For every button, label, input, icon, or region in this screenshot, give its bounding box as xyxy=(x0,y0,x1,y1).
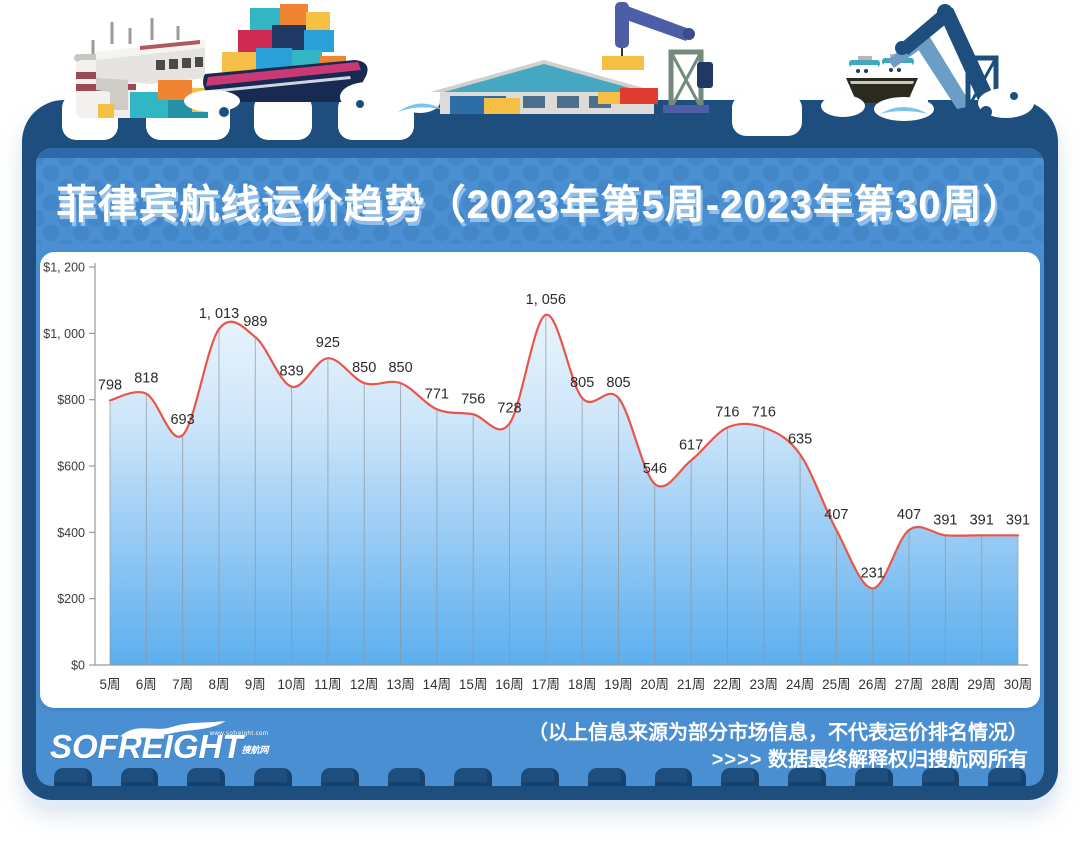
footer: SOFREIGHT www.sofreight.com 搜航网 （以上信息来源为… xyxy=(36,708,1044,774)
value-label: 805 xyxy=(606,375,630,391)
x-tick-label: 30周 xyxy=(1004,677,1033,692)
value-label: 635 xyxy=(788,431,812,447)
value-label: 407 xyxy=(897,507,921,523)
harbor-cranes-illustration xyxy=(888,4,999,111)
x-tick-label: 17周 xyxy=(532,677,561,692)
y-tick-label: $800 xyxy=(57,393,85,407)
value-label: 716 xyxy=(715,405,739,421)
freight-trend-chart: $0 $200 $400 $600 $800 $1, 000 $1, 200 5周 6周 7周 8周… xyxy=(40,252,1040,708)
chevrons-icon: >>>> xyxy=(711,749,763,771)
disclaimer: （以上信息来源为部分市场信息，不代表运价排名情况） >>>> 数据最终解释权归搜… xyxy=(528,720,1028,774)
value-label: 231 xyxy=(861,565,885,581)
x-tick-label: 29周 xyxy=(967,677,996,692)
area-fill xyxy=(110,314,1018,665)
logo-tagline: www.sofreight.com 搜航网 xyxy=(210,722,269,759)
x-tick-label: 18周 xyxy=(568,677,597,692)
ferry-illustration xyxy=(846,54,918,103)
x-tick-label: 23周 xyxy=(750,677,779,692)
value-label: 716 xyxy=(752,405,776,421)
value-label: 818 xyxy=(134,371,158,387)
x-tick-label: 25周 xyxy=(822,677,851,692)
x-tick-label: 16周 xyxy=(495,677,524,692)
trend-line xyxy=(108,313,1020,590)
x-tick-label: 7周 xyxy=(172,677,193,692)
x-tick-label: 28周 xyxy=(931,677,960,692)
jib-crane-illustration xyxy=(602,2,713,113)
value-label: 391 xyxy=(970,512,994,528)
x-tick-label: 9周 xyxy=(245,677,266,692)
value-label: 839 xyxy=(279,364,303,380)
x-tick-label: 22周 xyxy=(713,677,742,692)
perforation-teeth xyxy=(36,768,1044,786)
y-tick-label: $1, 200 xyxy=(43,261,85,275)
x-tick-label: 27周 xyxy=(895,677,924,692)
x-tick-label: 5周 xyxy=(99,677,120,692)
x-tick-label: 21周 xyxy=(677,677,706,692)
sofreight-logo: SOFREIGHT www.sofreight.com 搜航网 xyxy=(50,720,313,766)
value-label: 391 xyxy=(1006,512,1030,528)
x-tick-label: 13周 xyxy=(386,677,415,692)
chart-svg: $0 $200 $400 $600 $800 $1, 000 $1, 200 5周 6周 7周 8周… xyxy=(43,261,1033,693)
value-label: 850 xyxy=(352,360,376,376)
value-label: 756 xyxy=(461,391,485,407)
value-label: 850 xyxy=(388,360,412,376)
container-ship-illustration xyxy=(203,4,368,102)
x-tick-label: 11周 xyxy=(314,677,342,692)
x-tick-label: 19周 xyxy=(604,677,633,692)
value-label: 798 xyxy=(98,377,122,393)
chart-card: $0 $200 $400 $600 $800 $1, 000 $1, 200 5周 6周 7周 8周… xyxy=(40,252,1040,708)
disclaimer-line2-text: 数据最终解释权归搜航网所有 xyxy=(768,749,1028,771)
disclaimer-line2: >>>> 数据最终解释权归搜航网所有 xyxy=(528,747,1028,774)
x-tick-label: 15周 xyxy=(459,677,488,692)
value-label: 989 xyxy=(243,314,267,330)
value-label: 693 xyxy=(170,412,194,428)
dock-platform-illustration xyxy=(96,18,205,110)
y-tick-label: $600 xyxy=(57,460,85,474)
disclaimer-line1: （以上信息来源为部分市场信息，不代表运价排名情况） xyxy=(528,722,1028,744)
value-label: 771 xyxy=(425,386,449,402)
x-tick-label: 24周 xyxy=(786,677,815,692)
poster-frame: 菲律宾航线运价趋势（2023年第5周-2023年第30周） $0 $200 $400… xyxy=(22,100,1058,800)
banner-top-strip xyxy=(36,148,1044,158)
value-label: 1, 056 xyxy=(526,292,566,308)
page-title: 菲律宾航线运价趋势（2023年第5周-2023年第30周） xyxy=(56,183,1024,227)
x-tick-label: 8周 xyxy=(208,677,229,692)
x-tick-label: 12周 xyxy=(350,677,379,692)
logo-wave-icon xyxy=(120,720,226,738)
inner-panel: 菲律宾航线运价趋势（2023年第5周-2023年第30周） $0 $200 $400… xyxy=(36,148,1044,786)
value-label: 391 xyxy=(933,512,957,528)
x-tick-label: 26周 xyxy=(858,677,887,692)
logo-url: www.sofreight.com xyxy=(209,731,269,737)
x-tick-label: 6周 xyxy=(136,677,157,692)
y-tick-label: $0 xyxy=(71,659,85,673)
value-label: 546 xyxy=(643,461,667,477)
y-tick-label: $200 xyxy=(57,592,85,606)
y-tick-label: $1, 000 xyxy=(43,327,85,341)
title-banner: 菲律宾航线运价趋势（2023年第5周-2023年第30周） xyxy=(36,158,1044,244)
value-label: 728 xyxy=(497,401,521,417)
value-label: 805 xyxy=(570,375,594,391)
x-tick-label: 20周 xyxy=(641,677,670,692)
value-label: 407 xyxy=(824,507,848,523)
x-tick-label: 10周 xyxy=(277,677,306,692)
y-tick-label: $400 xyxy=(57,526,85,540)
value-label: 617 xyxy=(679,437,703,453)
value-label: 1, 013 xyxy=(199,306,239,322)
value-label: 925 xyxy=(316,335,340,351)
x-tick-label: 14周 xyxy=(423,677,452,692)
logo-cn-name: 搜航网 xyxy=(241,745,269,756)
